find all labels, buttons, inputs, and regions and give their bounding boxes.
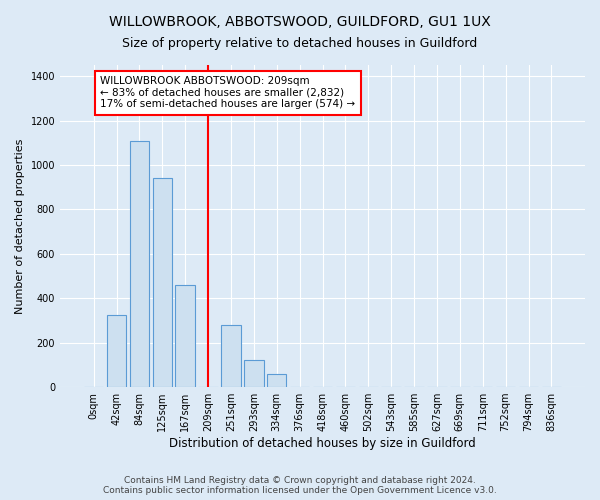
Bar	[152, 178, 172, 387]
Bar	[130, 140, 149, 387]
Bar	[244, 360, 263, 387]
Bar	[107, 315, 126, 387]
Bar	[175, 285, 195, 387]
Bar	[221, 325, 241, 387]
Bar	[267, 374, 286, 387]
Text: Size of property relative to detached houses in Guildford: Size of property relative to detached ho…	[122, 38, 478, 51]
X-axis label: Distribution of detached houses by size in Guildford: Distribution of detached houses by size …	[169, 437, 476, 450]
Text: Contains HM Land Registry data © Crown copyright and database right 2024.
Contai: Contains HM Land Registry data © Crown c…	[103, 476, 497, 495]
Text: WILLOWBROOK, ABBOTSWOOD, GUILDFORD, GU1 1UX: WILLOWBROOK, ABBOTSWOOD, GUILDFORD, GU1 …	[109, 15, 491, 29]
Y-axis label: Number of detached properties: Number of detached properties	[15, 138, 25, 314]
Text: WILLOWBROOK ABBOTSWOOD: 209sqm
← 83% of detached houses are smaller (2,832)
17% : WILLOWBROOK ABBOTSWOOD: 209sqm ← 83% of …	[100, 76, 356, 110]
